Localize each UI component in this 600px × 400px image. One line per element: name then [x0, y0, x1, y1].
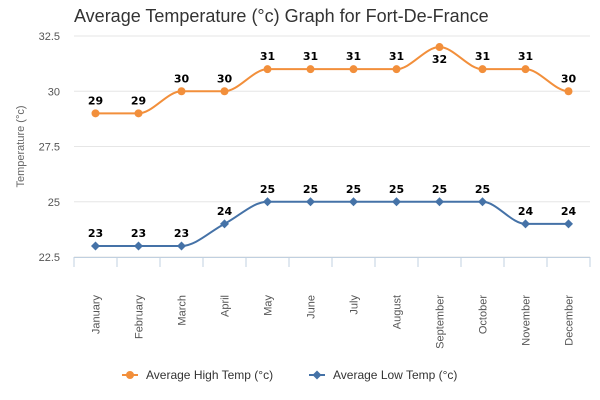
x-tick-label: October [478, 295, 490, 334]
data-label: 23 [88, 227, 103, 240]
data-label: 31 [303, 50, 318, 63]
data-label: 25 [346, 183, 361, 196]
legend-item-high[interactable]: Average High Temp (°c) [146, 368, 273, 382]
data-label: 24 [561, 205, 577, 218]
data-label: 32 [432, 53, 447, 66]
x-tick-label: May [263, 295, 275, 316]
legend-marker[interactable] [312, 370, 322, 380]
data-point-high [220, 87, 229, 96]
data-point-low [564, 219, 573, 229]
data-label: 23 [131, 227, 146, 240]
data-point-low [220, 219, 229, 229]
legend-item-low[interactable]: Average Low Temp (°c) [333, 368, 457, 382]
data-label: 31 [346, 50, 361, 63]
data-point-high [564, 87, 573, 96]
x-tick-label: August [392, 295, 404, 329]
data-point-low [306, 197, 315, 207]
data-point-high [306, 65, 315, 74]
data-label: 31 [518, 50, 533, 63]
legend-marker[interactable] [126, 371, 134, 379]
y-tick-label: 30 [48, 86, 60, 98]
x-tick-label: June [306, 295, 318, 319]
y-tick-label: 22.5 [39, 252, 60, 264]
data-point-high [263, 65, 272, 74]
y-axis-title: Temperature (°c) [15, 105, 27, 187]
x-tick-label: November [521, 295, 533, 346]
data-point-high [521, 65, 530, 74]
data-point-high [134, 109, 143, 118]
chart-title: Average Temperature (°c) Graph for Fort-… [74, 6, 489, 26]
data-point-high [478, 65, 487, 74]
x-tick-label: February [134, 295, 146, 340]
data-point-high [392, 65, 401, 74]
data-label: 25 [303, 183, 318, 196]
data-label: 23 [174, 227, 189, 240]
y-tick-label: 25 [48, 197, 60, 209]
data-label: 25 [389, 183, 404, 196]
data-point-low [134, 241, 143, 251]
data-point-high [177, 87, 186, 96]
data-label: 25 [475, 183, 490, 196]
data-point-high [91, 109, 100, 118]
data-label: 25 [432, 183, 447, 196]
data-label: 29 [88, 94, 103, 107]
x-tick-label: September [435, 295, 447, 349]
data-point-low [349, 197, 358, 207]
data-point-low [521, 219, 530, 229]
y-tick-label: 27.5 [39, 142, 60, 154]
data-point-low [263, 197, 272, 207]
data-point-low [91, 241, 100, 251]
data-point-low [478, 197, 487, 207]
data-label: 24 [518, 205, 534, 218]
x-tick-label: April [220, 295, 232, 317]
data-label: 24 [217, 205, 233, 218]
x-tick-label: January [91, 295, 103, 335]
y-tick-label: 32.5 [39, 31, 60, 43]
series-line-low [95, 200, 569, 247]
data-point-low [177, 241, 186, 251]
data-label: 25 [260, 183, 275, 196]
x-tick-label: March [177, 295, 189, 326]
series-line-high [95, 46, 569, 115]
data-point-high [349, 65, 358, 74]
data-label: 30 [217, 72, 233, 85]
data-label: 29 [131, 94, 146, 107]
data-point-high [435, 43, 444, 52]
data-point-low [435, 197, 444, 207]
data-label: 30 [561, 72, 577, 85]
x-tick-label: December [564, 295, 576, 346]
data-label: 31 [260, 50, 275, 63]
x-tick-label: July [349, 295, 361, 315]
data-label: 31 [389, 50, 404, 63]
data-point-low [392, 197, 401, 207]
data-label: 31 [475, 50, 490, 63]
data-label: 30 [174, 72, 190, 85]
